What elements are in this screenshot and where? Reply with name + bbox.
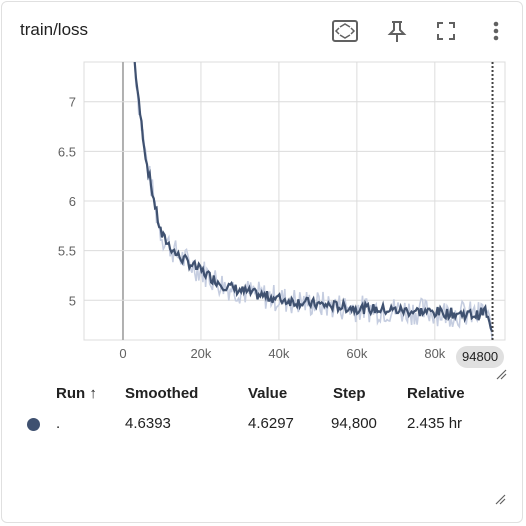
cell-step: 94,800 <box>331 415 377 432</box>
cell-value: 4.6297 <box>248 415 294 432</box>
x-tick-label: 80k <box>424 346 445 361</box>
col-header-run[interactable]: Run ↑ <box>56 385 97 402</box>
col-header-value: Value <box>248 385 287 402</box>
y-tick-label: 5 <box>69 293 76 308</box>
resize-card-icon[interactable] <box>494 493 506 505</box>
x-tick-label: 20k <box>190 346 211 361</box>
y-tick-label: 7 <box>69 95 76 110</box>
y-tick-label: 6 <box>69 194 76 209</box>
col-header-relative: Relative <box>407 385 465 402</box>
x-tick-label: 40k <box>268 346 289 361</box>
x-tick-label: 60k <box>346 346 367 361</box>
cell-smoothed: 4.6393 <box>125 415 171 432</box>
y-tick-label: 5.5 <box>58 244 76 259</box>
loss-chart[interactable]: 0 20k 40k 60k 80k 5 5.5 6 6.5 7 <box>0 0 526 380</box>
cell-run: . <box>56 415 60 432</box>
x-tick-label: 0 <box>119 346 126 361</box>
chart-area[interactable]: 0 20k 40k 60k 80k 5 5.5 6 6.5 7 <box>0 0 526 380</box>
col-header-smoothed: Smoothed <box>125 385 198 402</box>
run-color-swatch <box>27 418 40 431</box>
hover-step-badge: 94800 <box>456 346 504 368</box>
col-header-step: Step <box>333 385 366 402</box>
y-tick-label: 6.5 <box>58 144 76 159</box>
cell-relative: 2.435 hr <box>407 415 462 432</box>
resize-chart-icon[interactable] <box>495 368 507 380</box>
smoothed-series-line <box>135 62 492 332</box>
